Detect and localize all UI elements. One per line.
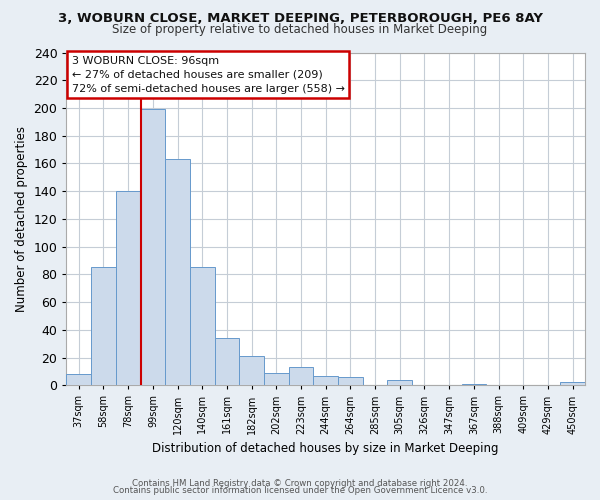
Y-axis label: Number of detached properties: Number of detached properties (15, 126, 28, 312)
Bar (560, 382, 585, 386)
Bar (91, 268, 116, 386)
Bar (67, 374, 91, 386)
Bar (264, 373, 289, 386)
Text: Size of property relative to detached houses in Market Deeping: Size of property relative to detached ho… (112, 22, 488, 36)
Bar (116, 191, 140, 386)
Bar (190, 268, 215, 386)
Bar (313, 376, 338, 386)
Bar (289, 367, 313, 386)
Bar (461, 384, 486, 386)
Text: 3, WOBURN CLOSE, MARKET DEEPING, PETERBOROUGH, PE6 8AY: 3, WOBURN CLOSE, MARKET DEEPING, PETERBO… (58, 12, 542, 26)
Text: Contains public sector information licensed under the Open Government Licence v3: Contains public sector information licen… (113, 486, 487, 495)
Bar (239, 356, 264, 386)
Text: 3 WOBURN CLOSE: 96sqm
← 27% of detached houses are smaller (209)
72% of semi-det: 3 WOBURN CLOSE: 96sqm ← 27% of detached … (71, 56, 344, 94)
Bar (215, 338, 239, 386)
Bar (165, 160, 190, 386)
Text: Contains HM Land Registry data © Crown copyright and database right 2024.: Contains HM Land Registry data © Crown c… (132, 478, 468, 488)
Bar (140, 110, 165, 386)
X-axis label: Distribution of detached houses by size in Market Deeping: Distribution of detached houses by size … (152, 442, 499, 455)
Bar (388, 380, 412, 386)
Bar (338, 377, 363, 386)
